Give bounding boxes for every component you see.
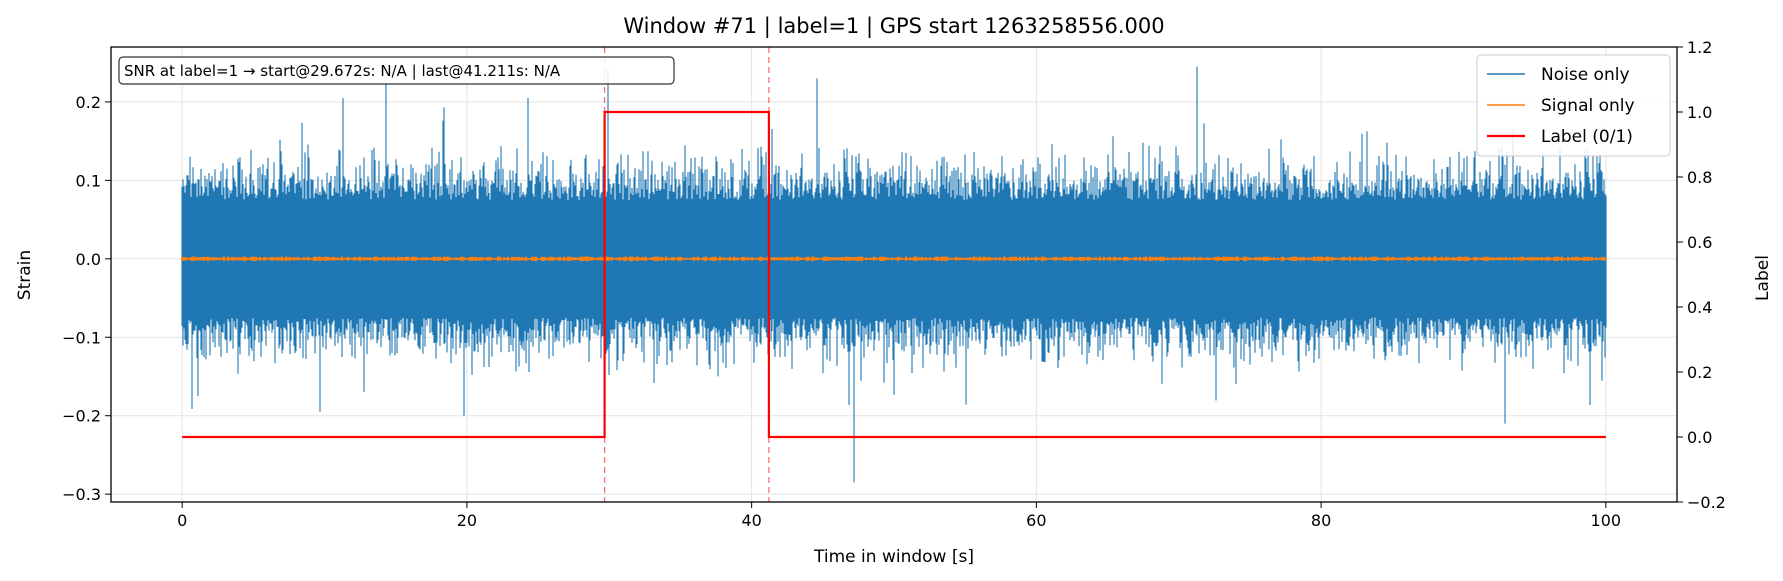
- snr-annotation: SNR at label=1 → start@29.672s: N/A | la…: [118, 56, 675, 85]
- y-right-tick-label: −0.2: [1687, 493, 1726, 512]
- y-right-axis-ticks: −0.2 0.0 0.2 0.4 0.6 0.8 1.0 1.2: [1677, 38, 1726, 512]
- x-tick-label: 20: [457, 511, 477, 530]
- legend-label: Label (0/1): [1541, 127, 1633, 147]
- y-right-tick-label: 0.2: [1687, 363, 1712, 382]
- y-right-tick-label: 0.4: [1687, 298, 1712, 317]
- y-tick-label: −0.1: [62, 328, 101, 347]
- y-right-tick-label: 0.8: [1687, 168, 1712, 187]
- legend: Noise only Signal only Label (0/1): [1476, 54, 1671, 157]
- y-axis-ticks: −0.3 −0.2 −0.1 0.0 0.1 0.2: [62, 93, 111, 504]
- x-tick-label: 60: [1026, 511, 1046, 530]
- x-tick-label: 40: [741, 511, 761, 530]
- y-right-tick-label: 0.0: [1687, 428, 1712, 447]
- y-tick-label: 0.1: [76, 171, 101, 190]
- signal-only-series: [181, 256, 1607, 262]
- series-layer: [181, 47, 1607, 502]
- legend-label: Signal only: [1541, 96, 1635, 116]
- x-tick-label: 0: [177, 511, 187, 530]
- x-axis-ticks: 0 20 40 60 80 100: [177, 502, 1621, 530]
- y-right-tick-label: 1.0: [1687, 103, 1712, 122]
- snr-annotation-text: SNR at label=1 → start@29.672s: N/A | la…: [124, 62, 561, 80]
- noise-only-series: [181, 66, 1607, 483]
- plot-frame: [110, 46, 1678, 503]
- y-axis-label: Strain: [15, 250, 35, 300]
- chart-title: Window #71 | label=1 | GPS start 1263258…: [623, 14, 1164, 39]
- x-tick-label: 100: [1591, 511, 1622, 530]
- y-right-tick-label: 0.6: [1687, 233, 1712, 252]
- y-tick-label: −0.3: [62, 485, 101, 504]
- y-tick-label: 0.0: [76, 250, 101, 269]
- y-tick-label: −0.2: [62, 407, 101, 426]
- y-right-axis-label: Label: [1753, 255, 1773, 301]
- legend-label: Noise only: [1541, 65, 1630, 85]
- y-right-tick-label: 1.2: [1687, 38, 1712, 57]
- x-tick-label: 80: [1311, 511, 1331, 530]
- label-series: [182, 110, 1606, 439]
- y-tick-label: 0.2: [76, 93, 101, 112]
- x-axis-label: Time in window [s]: [813, 547, 974, 567]
